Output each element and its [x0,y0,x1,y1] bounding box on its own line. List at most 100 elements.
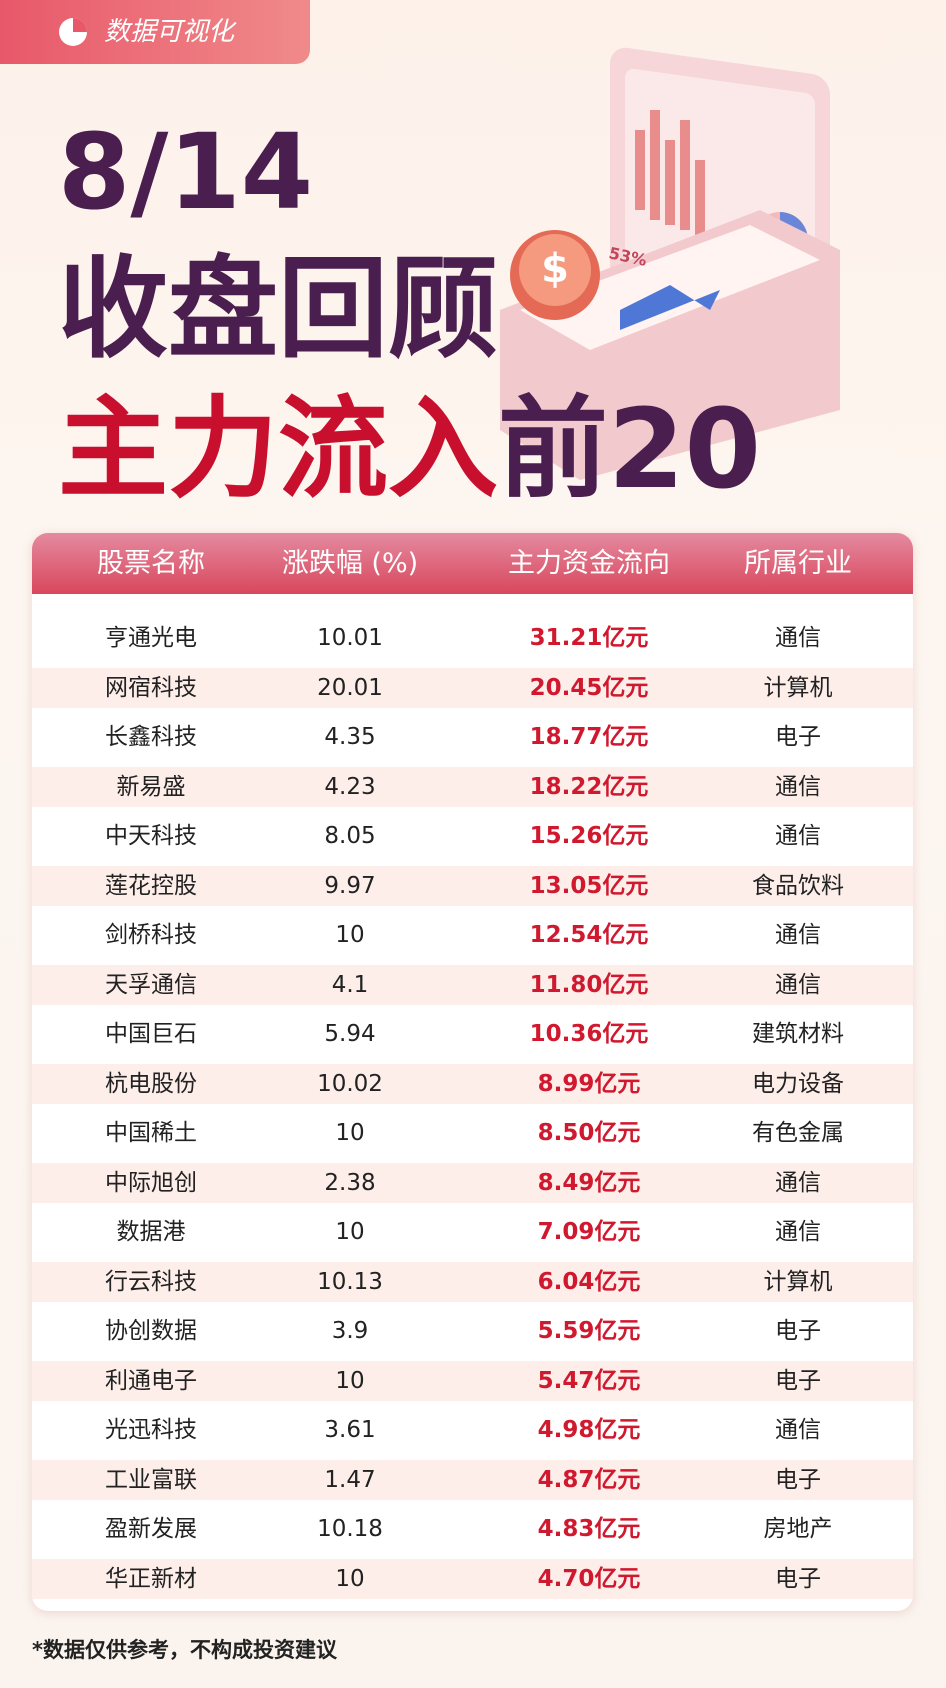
table-cell: 通信 [775,971,821,998]
table-cell: 通信 [775,823,821,849]
table-cell: 10.36亿元 [529,1021,649,1047]
table-row: 盈新发展 10.18 4.83亿元 房地产 [32,1509,913,1549]
table-cell: 盈新发展 [105,1516,197,1542]
table-cell: 10 [335,1219,365,1245]
table-cell: 10.13 [317,1268,383,1295]
table: 股票名称 涨跌幅 (%) 主力资金流向 所属行业 亨通光电 10.01 31.21亿元通信… [32,533,913,1611]
table-row: 协创数据 3.9 5.59亿元 电子 [32,1311,913,1351]
table-cell: 9.97 [324,872,376,899]
table-row: 亨通光电 10.01 31.21亿元 通信 [32,618,913,658]
title-line2: 主力流入前20 [58,394,761,504]
table-cell: 有色金属 [752,1120,844,1146]
table-cell: 31.21亿元 [529,625,649,651]
table-cell: 利通电子 [105,1367,197,1394]
table-cell: 10.18 [317,1516,383,1542]
table-cell: 协创数据 [105,1318,197,1344]
table-header: 股票名称 涨跌幅 (%) 主力资金流向 所属行业 [32,533,913,594]
title-date: 8/14 [58,111,314,233]
table-cell: 3.61 [324,1417,376,1443]
table-row: 新易盛 4.23 18.22亿元 通信 [32,766,913,807]
table-cell: 10 [335,1565,365,1592]
table-cell: 杭电股份 [105,1070,197,1097]
column-header: 涨跌幅 (%) [281,548,419,579]
table-cell: 3.9 [331,1318,369,1344]
table-cell: 18.22亿元 [529,773,649,800]
title-line1: 收盘回顾 [58,245,498,373]
table-cell: 10 [335,1120,365,1146]
table-row: 利通电子 10 5.47亿元 电子 [32,1360,913,1401]
table-row: 长鑫科技 4.35 18.77亿元 电子 [32,717,913,757]
table-cell: 10.01 [317,625,383,651]
table-cell: 计算机 [763,674,833,701]
table-cell: 10 [335,922,365,948]
table-cell: 5.47亿元 [537,1367,641,1394]
table-cell: 10.02 [317,1070,383,1097]
column-header: 主力资金流向 [508,548,670,579]
table-cell: 亨通光电 [105,625,197,651]
table-cell: 莲花控股 [105,872,197,899]
column-header: 股票名称 [97,548,205,579]
table-cell: 15.26亿元 [529,823,649,849]
table-cell: 通信 [775,773,821,800]
table-cell: 13.05亿元 [529,872,649,899]
badge-text: 数据可视化 [104,17,235,47]
table-cell: 新易盛 [116,773,186,800]
svg-text:$: $ [541,246,569,292]
table-cell: 计算机 [763,1268,833,1295]
table-cell: 剑桥科技 [105,922,197,948]
table-row: 中国稀土 10 8.50亿元 有色金属 [32,1113,913,1153]
table-row: 莲花控股 9.97 13.05亿元 食品饮料 [32,865,913,906]
table-cell: 7.09亿元 [537,1219,641,1245]
table-row: 中际旭创 2.38 8.49亿元 通信 [32,1162,913,1203]
table-cell: 通信 [775,1219,821,1245]
table-cell: 中际旭创 [105,1169,197,1196]
footnote: *数据仅供参考，不构成投资建议 [32,1638,337,1662]
table-cell: 4.35 [324,724,376,750]
badge: 数据可视化 [0,0,310,64]
table-row: 天孚通信 4.1 11.80亿元 通信 [32,964,913,1005]
table-cell: 光迅科技 [105,1417,197,1443]
table-row: 剑桥科技 10 12.54亿元 通信 [32,915,913,955]
table-cell: 建筑材料 [752,1021,844,1047]
table-cell: 长鑫科技 [105,724,197,750]
table-cell: 电子 [775,1466,821,1493]
table-cell: 4.23 [324,773,376,800]
table-cell: 10 [335,1367,365,1394]
table-cell: 1.47 [324,1466,376,1493]
table-row: 中天科技 8.05 15.26亿元 通信 [32,816,913,856]
column-header: 所属行业 [744,548,852,579]
table-row: 中国巨石 5.94 10.36亿元 建筑材料 [32,1014,913,1054]
table-cell: 2.38 [324,1169,376,1196]
table-cell: 通信 [775,1417,821,1443]
table-cell: 4.70亿元 [537,1565,641,1592]
table-cell: 华正新材 [105,1565,197,1592]
table-cell: 食品饮料 [752,872,844,899]
table-cell: 通信 [775,1169,821,1196]
table-cell: 中国巨石 [105,1021,197,1047]
table-cell: 6.04亿元 [537,1268,641,1295]
table-cell: 20.45亿元 [529,674,649,701]
table-cell: 电子 [775,1318,821,1344]
illustration: $ 53% [500,47,840,480]
table-cell: 电子 [775,724,821,750]
table-cell: 8.49亿元 [537,1169,641,1196]
table-cell: 中天科技 [105,823,197,849]
table-row: 行云科技 10.13 6.04亿元 计算机 [32,1261,913,1302]
table-cell: 5.59亿元 [537,1318,641,1344]
table-row: 网宿科技 20.01 20.45亿元 计算机 [32,667,913,708]
table-cell: 天孚通信 [105,971,197,998]
table-cell: 中国稀土 [105,1120,197,1146]
table-cell: 电子 [775,1565,821,1592]
table-cell: 4.1 [331,971,369,998]
table-cell: 8.99亿元 [537,1070,641,1097]
table-cell: 5.94 [324,1021,376,1047]
table-row: 工业富联 1.47 4.87亿元 电子 [32,1459,913,1500]
table-cell: 4.87亿元 [537,1466,641,1493]
table-cell: 通信 [775,922,821,948]
table-cell: 8.50亿元 [537,1120,641,1146]
table-cell: 20.01 [317,674,383,701]
table-cell: 电力设备 [752,1070,844,1097]
table-row: 华正新材 10 4.70亿元 电子 [32,1558,913,1599]
table-cell: 工业富联 [105,1466,197,1493]
